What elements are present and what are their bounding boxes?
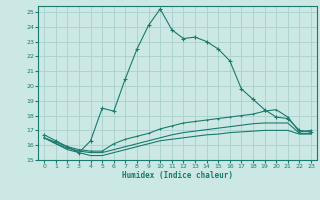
X-axis label: Humidex (Indice chaleur): Humidex (Indice chaleur) xyxy=(122,171,233,180)
